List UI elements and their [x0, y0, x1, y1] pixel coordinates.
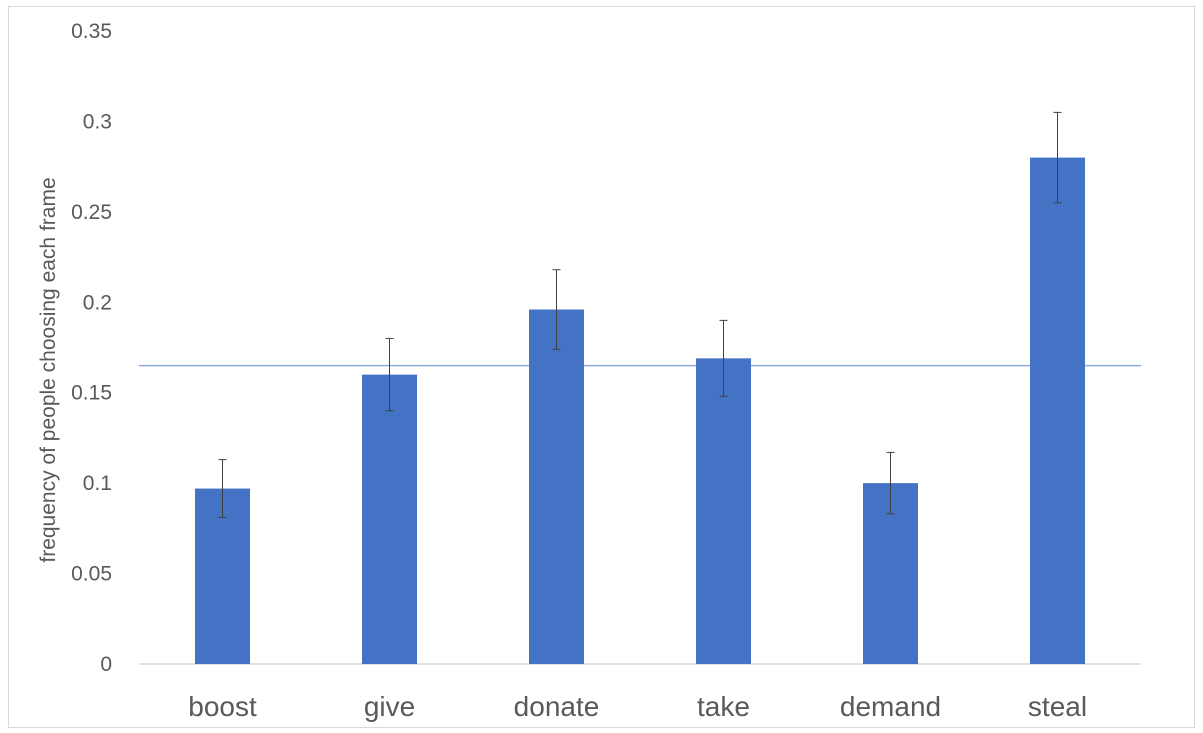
y-tick-label: 0.15 — [71, 382, 112, 405]
x-tick-label: steal — [1028, 691, 1087, 722]
bar-steal — [1030, 157, 1085, 664]
bars — [195, 157, 1085, 664]
y-tick-label: 0.2 — [83, 291, 112, 314]
x-tick-label: demand — [840, 691, 941, 722]
y-tick-label: 0.35 — [71, 20, 112, 43]
y-axis-title: frequency of people choosing each frame — [37, 177, 60, 562]
y-axis-ticks: 0 0.05 0.1 0.15 0.2 0.25 0.3 0.35 — [71, 20, 112, 676]
x-tick-label: give — [364, 691, 415, 722]
y-tick-label: 0.3 — [83, 110, 112, 133]
y-tick-label: 0.1 — [83, 472, 112, 495]
x-tick-label: boost — [188, 691, 257, 722]
error-bars — [218, 111, 1062, 519]
y-tick-label: 0.25 — [71, 201, 112, 224]
bar-give — [362, 374, 417, 664]
y-tick-label: 0 — [100, 653, 112, 676]
x-tick-label: donate — [514, 691, 600, 722]
y-tick-label: 0.05 — [71, 563, 112, 586]
x-axis-labels: boost give donate take demand steal — [188, 691, 1087, 722]
bar-donate — [529, 309, 584, 664]
bar-take — [696, 358, 751, 664]
x-tick-label: take — [697, 691, 750, 722]
